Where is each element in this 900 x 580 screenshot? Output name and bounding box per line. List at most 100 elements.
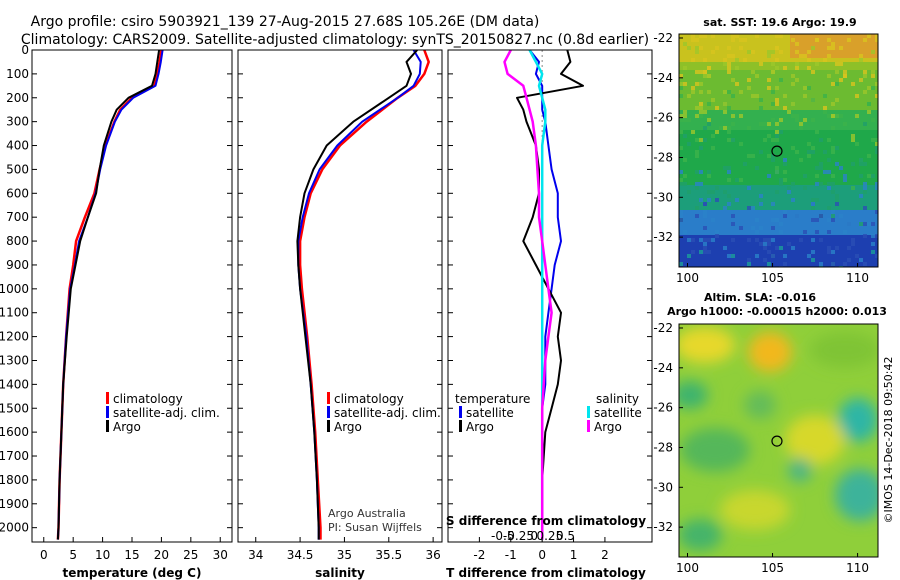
sst-map-panel: sat. SST: 19.6 Argo: 19.9 -22 -24 -26 -28 -3…: [653, 16, 879, 285]
sst-pixel: [843, 70, 847, 74]
sst-pixel: [819, 166, 823, 170]
sst-pixel: [799, 238, 803, 242]
sst-pixel: [759, 226, 763, 230]
credit-pi: PI: Susan Wijffels: [328, 521, 422, 534]
sst-pixel: [739, 114, 743, 118]
sst-pixel: [863, 186, 867, 190]
sst-pixel: [767, 122, 771, 126]
sla-map-subtitle: Argo h1000: -0.00015 h2000: 0.013: [667, 305, 887, 318]
sst-pixel: [815, 38, 819, 42]
sst-pixel: [811, 206, 815, 210]
sst-pixel: [715, 198, 719, 202]
depth-tick-label: 400: [6, 139, 29, 153]
sla-blob: [785, 415, 845, 465]
sst-pixel: [815, 166, 819, 170]
sst-pixel: [795, 150, 799, 154]
sst-pixel: [763, 242, 767, 246]
sst-pixel: [703, 214, 707, 218]
sst-pixel: [859, 258, 863, 262]
sst-pixel: [811, 258, 815, 262]
sst-pixel: [699, 182, 703, 186]
sst-pixel: [751, 154, 755, 158]
sst-pixel: [755, 230, 759, 234]
sla-blob: [748, 332, 792, 372]
sst-pixel: [707, 90, 711, 94]
sst-pixel: [735, 178, 739, 182]
depth-tick-label: 1500: [0, 401, 29, 415]
sst-pixel: [799, 158, 803, 162]
sla-map-title: Altim. SLA: -0.016: [704, 291, 816, 304]
sst-pixel: [695, 106, 699, 110]
sst-pixel: [679, 86, 683, 90]
sst-pixel: [759, 98, 763, 102]
sst-pixel: [695, 206, 699, 210]
sst-pixel: [751, 70, 755, 74]
sst-pixel: [791, 146, 795, 150]
sst-pixel: [739, 142, 743, 146]
sst-pixel: [679, 218, 683, 222]
sst-pixel: [827, 246, 831, 250]
sst-pixel: [731, 214, 735, 218]
sst-pixel: [835, 114, 839, 118]
sst-pixel: [779, 246, 783, 250]
sst-pixel: [691, 130, 695, 134]
sst-pixel: [871, 118, 875, 122]
salinity-panel: 34 34.5 35 35.5 36 salinity climatology sate…: [237, 49, 443, 580]
sst-pixel: [767, 262, 771, 266]
sst-pixel: [715, 46, 719, 50]
sst-pixel: [771, 238, 775, 242]
sst-pixel: [851, 138, 855, 142]
sst-pixel: [851, 238, 855, 242]
sst-pixel: [827, 182, 831, 186]
sst-pixel: [867, 222, 871, 226]
sst-pixel: [767, 154, 771, 158]
argo-location-marker: [771, 145, 783, 157]
sst-pixel: [679, 182, 683, 186]
sst-pixel: [779, 34, 783, 38]
sst-pixel: [827, 74, 831, 78]
sst-pixel: [875, 234, 878, 238]
sst-pixel: [831, 42, 835, 46]
sst-pixel: [759, 122, 763, 126]
sst-pixel: [799, 126, 803, 130]
sst-pixel: [707, 190, 711, 194]
sst-pixel: [703, 70, 707, 74]
legend-title-temperature: temperature: [455, 392, 530, 406]
sst-pixel: [847, 246, 851, 250]
sst-pixel: [803, 230, 807, 234]
sst-pixel: [771, 226, 775, 230]
differences-legend: temperature satellite Argo salinity sate…: [455, 392, 642, 434]
sst-pixel: [711, 238, 715, 242]
sst-pixel: [703, 74, 707, 78]
sst-pixel: [727, 106, 731, 110]
sst-map-frame: [678, 33, 879, 268]
x-tick-label: 35: [337, 548, 352, 562]
sst-pixel: [735, 82, 739, 86]
depth-tick-label: 200: [6, 91, 29, 105]
sst-pixel: [779, 50, 783, 54]
salinity-axes-frame: [237, 49, 443, 543]
sst-pixel: [723, 58, 727, 62]
sst-pixel: [775, 46, 779, 50]
map-y-tick-label: -30: [653, 190, 673, 204]
sst-pixel: [767, 86, 771, 90]
title-line-2: Climatology: CARS2009. Satellite-adjuste…: [21, 32, 649, 48]
legend-label-satellite: satellite-adj. clim.: [113, 406, 220, 420]
sst-pixel: [755, 254, 759, 258]
sst-pixel: [747, 206, 751, 210]
sst-pixel: [723, 246, 727, 250]
sst-pixel: [875, 150, 878, 154]
sst-pixel: [851, 162, 855, 166]
sst-pixel: [767, 78, 771, 82]
sst-pixel: [695, 114, 699, 118]
legend-swatch-temperature-argo: [459, 420, 462, 432]
sst-pixel: [791, 38, 795, 42]
sst-pixel: [807, 154, 811, 158]
sst-pixel: [747, 238, 751, 242]
sst-pixel: [783, 214, 787, 218]
sst-pixel: [731, 78, 735, 82]
sst-pixel: [759, 202, 763, 206]
depth-tick-label: 1700: [0, 449, 29, 463]
depth-tick-label: 1600: [0, 425, 29, 439]
sst-pixel: [727, 202, 731, 206]
